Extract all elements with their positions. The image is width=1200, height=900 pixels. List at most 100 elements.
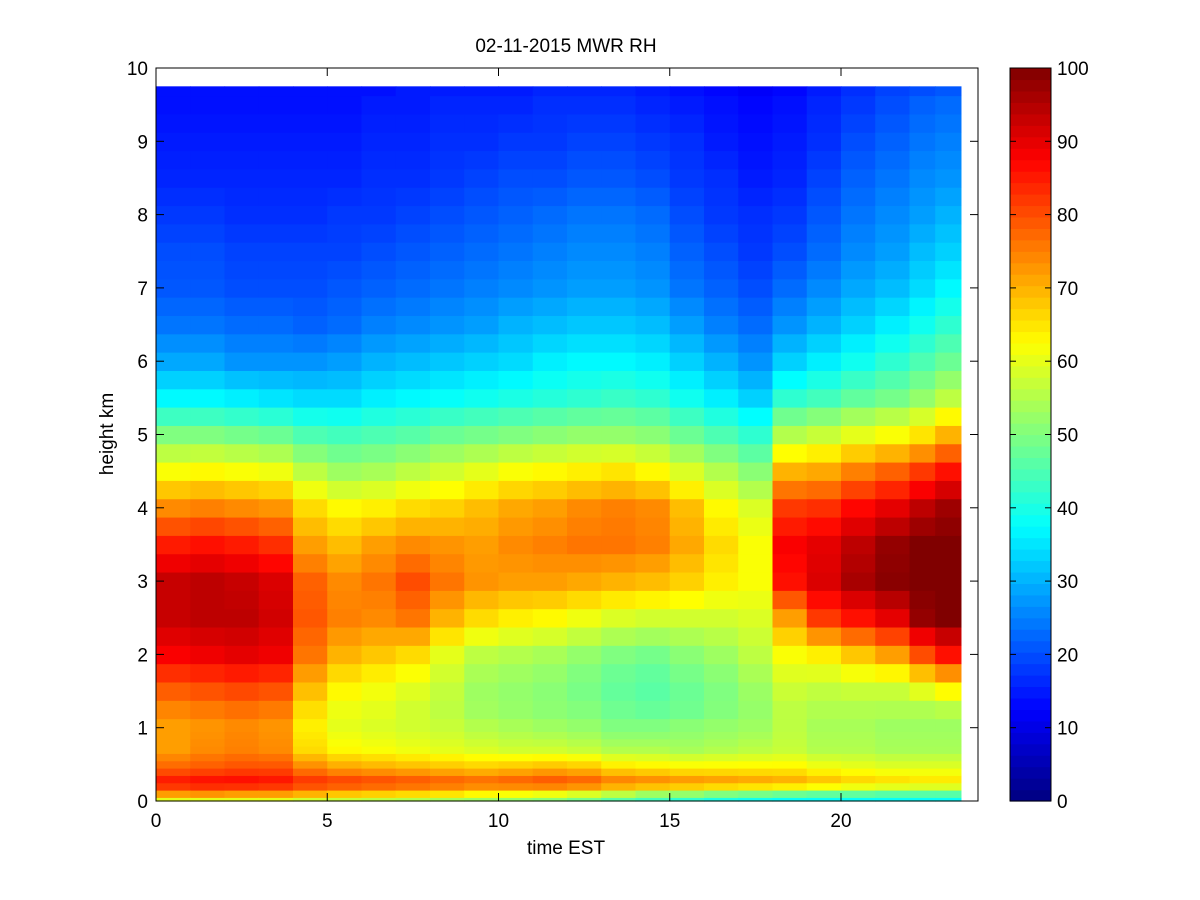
x-tick-label: 10 (488, 811, 509, 832)
heatmap-cell (361, 205, 397, 225)
heatmap-cell (395, 132, 431, 152)
heatmap-cell (704, 407, 739, 426)
y-tick-label: 10 (127, 59, 148, 80)
heatmap-cell (704, 797, 739, 802)
heatmap-cell (258, 782, 294, 791)
heatmap-cell (601, 187, 637, 207)
colorbar-step (1010, 663, 1051, 676)
heatmap-cell (258, 315, 294, 335)
heatmap-cell (635, 731, 671, 740)
heatmap-cell (806, 113, 842, 133)
colorbar-tick-label: 30 (1057, 572, 1078, 593)
heatmap-cell (430, 297, 465, 316)
heatmap-cell (361, 352, 397, 371)
heatmap-cell (156, 297, 191, 316)
heatmap-cell (635, 352, 671, 371)
heatmap-cell (532, 113, 568, 133)
heatmap-cell (464, 132, 500, 152)
heatmap-cell (532, 297, 568, 316)
y-tick-label: 3 (137, 572, 148, 593)
heatmap-cell (293, 626, 328, 646)
heatmap-cell (258, 746, 294, 754)
heatmap-cell (635, 681, 671, 701)
heatmap-cell (258, 753, 294, 762)
heatmap-cell (327, 86, 363, 97)
heatmap-cell (498, 150, 534, 170)
heatmap-cell (395, 407, 431, 426)
heatmap-cell (875, 768, 911, 776)
heatmap-cell (669, 480, 705, 500)
colorbar-step (1010, 755, 1051, 768)
heatmap-cell (806, 498, 842, 518)
heatmap-cell (190, 132, 226, 152)
heatmap-cell (190, 775, 226, 784)
heatmap-cell (293, 663, 328, 683)
heatmap-cell (875, 738, 911, 747)
heatmap-cell (498, 260, 534, 280)
heatmap-cell (669, 498, 705, 518)
heatmap-cell (224, 260, 260, 280)
heatmap-cell (909, 731, 936, 740)
heatmap-cell (772, 760, 808, 769)
heatmap-cell (567, 333, 602, 353)
colorbar-step (1010, 125, 1051, 138)
heatmap-cell (738, 297, 774, 316)
heatmap-cell (156, 388, 191, 408)
heatmap-cell (806, 205, 842, 225)
heatmap-cell (156, 760, 191, 769)
heatmap-cell (361, 86, 397, 97)
heatmap-cell (806, 168, 842, 188)
heatmap-cell (601, 352, 637, 371)
heatmap-cell (224, 768, 260, 776)
colorbar-step (1010, 686, 1051, 699)
colorbar-step (1010, 79, 1051, 92)
heatmap-cell (635, 797, 671, 802)
heatmap-cell (327, 260, 363, 280)
heatmap-cell (567, 370, 602, 390)
heatmap-cell (635, 645, 671, 665)
heatmap-cell (669, 352, 705, 371)
heatmap-cell (258, 425, 294, 445)
heatmap-cell (704, 480, 739, 500)
heatmap-cell (935, 746, 962, 754)
heatmap-cell (601, 223, 637, 243)
heatmap-cell (635, 768, 671, 776)
heatmap-cell (293, 187, 328, 207)
heatmap-cell (327, 425, 363, 445)
heatmap-cell (601, 790, 637, 798)
heatmap-cell (430, 775, 465, 784)
heatmap-cell (293, 535, 328, 555)
heatmap-cell (190, 782, 226, 791)
heatmap-cell (156, 95, 191, 115)
heatmap-cell (669, 333, 705, 353)
heatmap-cell (738, 95, 774, 115)
heatmap-cell (224, 790, 260, 798)
heatmap-cell (498, 86, 534, 97)
heatmap-cell (361, 718, 397, 732)
heatmap-cell (601, 797, 637, 802)
heatmap-cell (464, 113, 500, 133)
heatmap-cell (635, 760, 671, 769)
heatmap-cell (532, 168, 568, 188)
plot-area (155, 67, 979, 802)
heatmap-cell (224, 168, 260, 188)
heatmap-cell (635, 425, 671, 445)
heatmap-cell (224, 113, 260, 133)
heatmap-cell (635, 461, 671, 481)
heatmap-cell (532, 370, 568, 390)
heatmap-cell (875, 498, 911, 518)
heatmap-cell (669, 388, 705, 408)
heatmap-cell (635, 535, 671, 555)
heatmap-cell (935, 260, 962, 280)
colorbar-step (1010, 594, 1051, 607)
heatmap-cell (190, 205, 226, 225)
heatmap-cell (935, 571, 962, 591)
heatmap-cell (190, 535, 226, 555)
heatmap-cell (498, 187, 534, 207)
heatmap-cell (601, 95, 637, 115)
heatmap-cell (935, 700, 962, 720)
heatmap-cell (875, 516, 911, 536)
heatmap-cell (704, 775, 739, 784)
heatmap-cell (498, 370, 534, 390)
heatmap-cell (772, 782, 808, 791)
